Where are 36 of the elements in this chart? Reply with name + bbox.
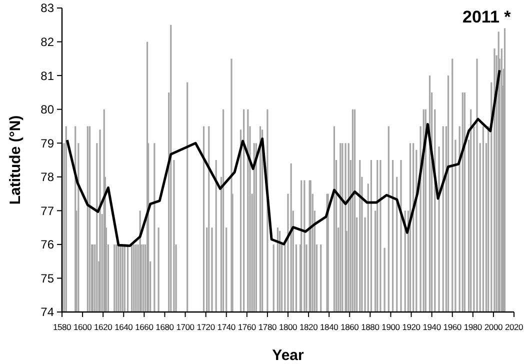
x-tick-label: 1880 — [361, 322, 380, 332]
y-tick-label: 77 — [40, 204, 54, 218]
x-tick-label: 2020 — [504, 322, 524, 332]
x-tick-label: 1980 — [464, 322, 482, 332]
y-tick-label: 74 — [40, 305, 54, 320]
x-tick-label: 1780 — [258, 322, 277, 332]
x-tick-label: 1860 — [340, 322, 360, 332]
x-tick-label: 1820 — [299, 322, 318, 332]
y-tick-label: 80 — [40, 102, 54, 117]
x-tick-label: 1680 — [156, 322, 174, 332]
x-tick-label: 2000 — [484, 322, 503, 332]
x-tick-label: 1940 — [422, 322, 442, 332]
x-tick-label: 1620 — [94, 322, 113, 332]
x-tick-label: 1640 — [114, 322, 134, 332]
x-axis-title: Year — [272, 347, 304, 364]
y-tick-label: 83 — [40, 1, 54, 16]
x-tick-label: 1920 — [402, 322, 421, 332]
x-tick-label: 1760 — [238, 322, 256, 332]
y-tick-label: 79 — [40, 136, 54, 150]
y-axis-title: Latitude (°N) — [7, 115, 24, 205]
x-tick-label: 1580 — [52, 322, 72, 332]
y-tick-label: 76 — [40, 238, 54, 252]
annotation: 2011 * — [462, 7, 512, 26]
y-tick-label: 81 — [40, 68, 54, 83]
x-tick-label: 1660 — [135, 322, 154, 332]
x-tick-label: 1900 — [382, 322, 400, 332]
y-tick-label: 75 — [40, 271, 54, 286]
x-tick-label: 1840 — [320, 322, 339, 332]
y-tick-label: 82 — [40, 34, 54, 49]
y-tick-label: 78 — [40, 170, 54, 184]
x-tick-label: 1960 — [443, 322, 462, 332]
x-tick-label: 1800 — [278, 322, 298, 332]
x-tick-label: 1600 — [73, 322, 92, 332]
x-tick-label: 1740 — [217, 322, 236, 332]
x-tick-label: 1700 — [176, 322, 195, 332]
x-tick-label: 1720 — [196, 322, 216, 332]
